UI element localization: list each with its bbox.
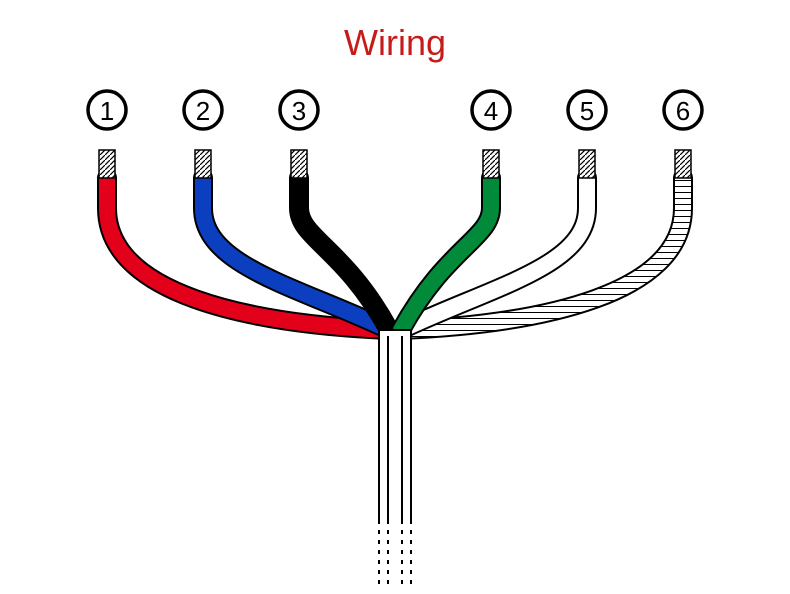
wire-5-label: 5 (580, 96, 594, 126)
wire-6-stripped-end (675, 150, 691, 178)
wire-2-stripped-end (195, 150, 211, 178)
wire-2-label: 2 (196, 96, 210, 126)
labels-layer: 1 2 3 4 5 6 (88, 91, 702, 129)
wire-3-stripped-end (291, 150, 307, 178)
wires-layer (107, 178, 683, 330)
cable-sheath (379, 330, 411, 590)
wire-4-label: 4 (484, 96, 498, 126)
wire-1-stripped-end (99, 150, 115, 178)
wire-3-label: 3 (292, 96, 306, 126)
wiring-diagram: 1 2 3 4 5 6 (0, 0, 790, 594)
wire-ends-layer (99, 150, 691, 178)
sheath-fill (379, 330, 411, 520)
wire-6-label: 6 (676, 96, 690, 126)
wire-5-stripped-end (579, 150, 595, 178)
wire-4-stripped-end (483, 150, 499, 178)
wire-1-label: 1 (100, 96, 114, 126)
